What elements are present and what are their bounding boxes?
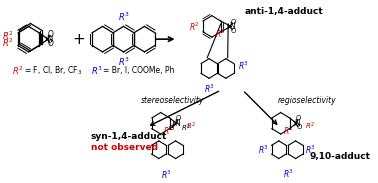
Text: = F, Cl, Br, CF$_3$: = F, Cl, Br, CF$_3$ [24,64,82,77]
Text: stereoselectivity: stereoselectivity [141,96,204,105]
Text: O: O [169,125,174,131]
Text: $R^3$: $R^3$ [91,64,103,77]
Text: $R^2$: $R^2$ [186,121,196,132]
Text: N: N [229,22,235,31]
Text: +: + [73,32,85,47]
Text: $R^3$: $R^3$ [305,143,316,156]
Text: $R^2$: $R^2$ [2,36,14,49]
Text: N: N [174,119,180,128]
Text: $R^1$: $R^1$ [181,123,191,134]
Text: $R^2$: $R^2$ [283,125,293,137]
Text: $R^3$: $R^3$ [204,82,215,95]
Text: $R^3$: $R^3$ [118,56,129,68]
Text: $R^3$: $R^3$ [118,10,129,23]
Text: anti-1,4-adduct: anti-1,4-adduct [245,7,323,16]
Text: $R^3$: $R^3$ [283,167,294,180]
Text: $R^2$: $R^2$ [305,121,314,132]
Text: syn-1,4-adduct: syn-1,4-adduct [91,132,167,141]
Text: N: N [294,119,300,128]
Text: $R^2$: $R^2$ [189,20,200,33]
Text: regioselectivity: regioselectivity [278,96,336,105]
Text: $R^2$: $R^2$ [215,28,226,40]
Text: O: O [231,19,236,25]
Text: $R^3$: $R^3$ [258,143,269,156]
Text: O: O [231,28,236,33]
Text: O: O [296,124,302,130]
Text: O: O [48,39,54,48]
Text: O: O [175,115,181,121]
Text: = Br, I, COOMe, Ph: = Br, I, COOMe, Ph [103,66,174,75]
Text: O: O [295,115,301,121]
Text: 9,10-adduct: 9,10-adduct [310,152,370,161]
Text: $R^3$: $R^3$ [161,168,172,181]
Text: $R^3$: $R^3$ [238,59,249,72]
Text: not observed: not observed [91,143,158,152]
Text: N: N [46,35,52,44]
Text: $R^2$: $R^2$ [163,125,174,137]
Text: $R^2$: $R^2$ [12,64,23,77]
Text: $R^2$: $R^2$ [2,29,14,42]
Text: O: O [48,30,54,39]
